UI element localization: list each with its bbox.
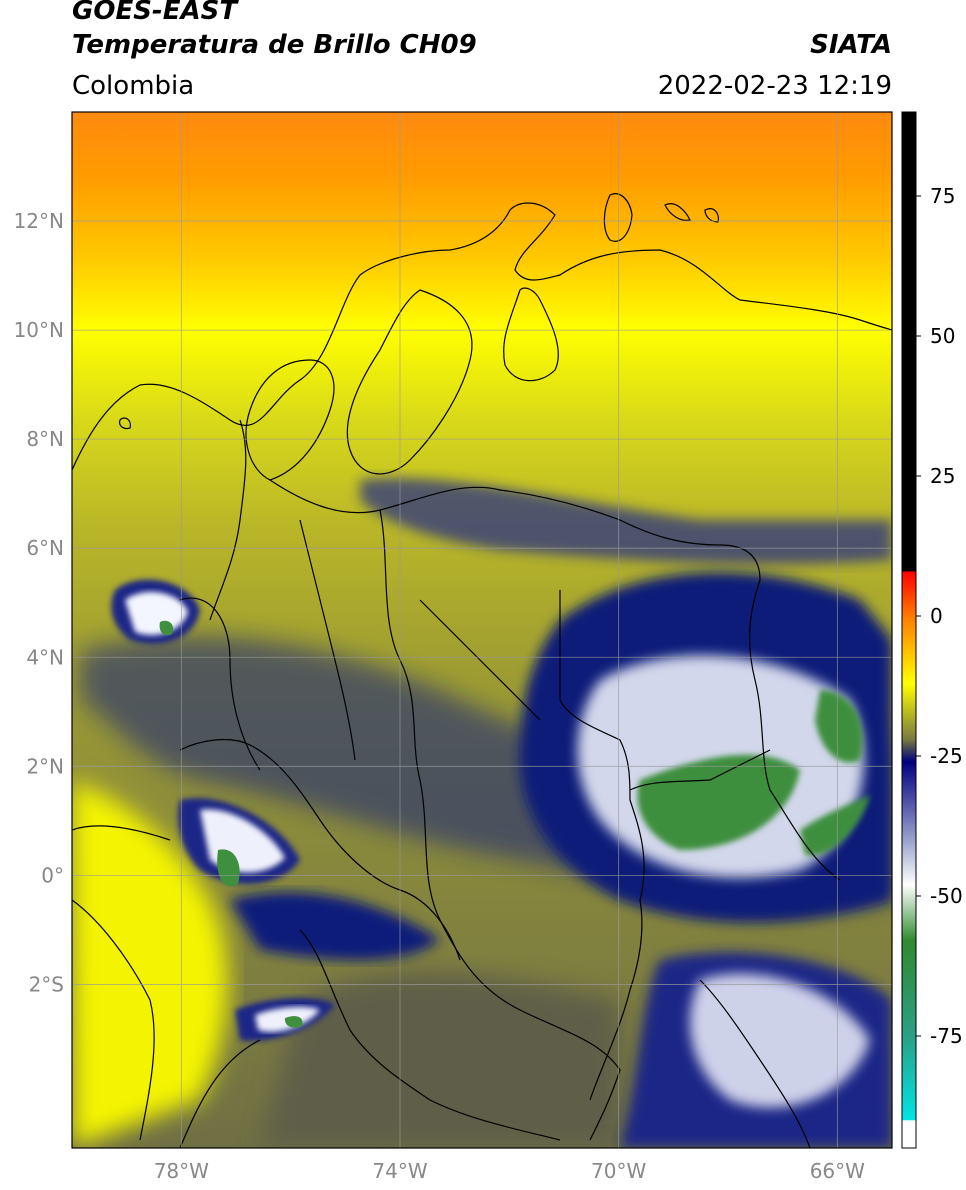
colorbar-tick-label: -50 <box>930 884 963 908</box>
colorbar-tick-label: -25 <box>930 744 963 768</box>
region-label: Colombia <box>72 71 195 101</box>
colorbar-tick-label: -75 <box>930 1024 963 1048</box>
product-title: Temperatura de Brillo CH09 <box>72 30 477 60</box>
lon-tick-label: 70°W <box>591 1159 646 1183</box>
lat-tick-label: 10°N <box>14 318 64 342</box>
lat-tick-label: 12°N <box>14 209 64 233</box>
satellite-title: GOES-EAST <box>72 0 238 26</box>
imagery-layer <box>72 112 892 1148</box>
lat-tick-label: 0° <box>41 863 64 887</box>
organization-label: SIATA <box>810 30 892 60</box>
lat-tick-label: 8°N <box>26 427 64 451</box>
colorbar-ticks: 75 50 25 0 -25 -50 -75 <box>916 184 963 1048</box>
colorbar-tick-label: 0 <box>930 604 943 628</box>
longitude-axis: 78°W 74°W 70°W 66°W <box>154 1159 865 1183</box>
colorbar-frame <box>901 111 917 1149</box>
lat-tick-label: 4°N <box>26 645 64 669</box>
lon-tick-label: 66°W <box>810 1159 865 1183</box>
colorbar-gradient <box>902 112 916 1148</box>
map-frame <box>71 111 893 1149</box>
colorbar-tick-label: 50 <box>930 324 955 348</box>
colorbar-tick-label: 75 <box>930 184 955 208</box>
lat-tick-label: 6°N <box>26 536 64 560</box>
lat-tick-label: 2°N <box>26 754 64 778</box>
lon-tick-label: 78°W <box>154 1159 209 1183</box>
lat-tick-label: 2°S <box>29 972 64 996</box>
country-borders <box>72 193 892 1148</box>
lon-tick-label: 74°W <box>372 1159 427 1183</box>
colorbar-tick-label: 25 <box>930 464 955 488</box>
map-gridlines <box>72 112 892 1148</box>
latitude-axis: 12°N 10°N 8°N 6°N 4°N 2°N 0° 2°S <box>14 209 64 996</box>
datetime-label: 2022-02-23 12:19 <box>657 71 892 101</box>
colorbar <box>902 112 916 1148</box>
